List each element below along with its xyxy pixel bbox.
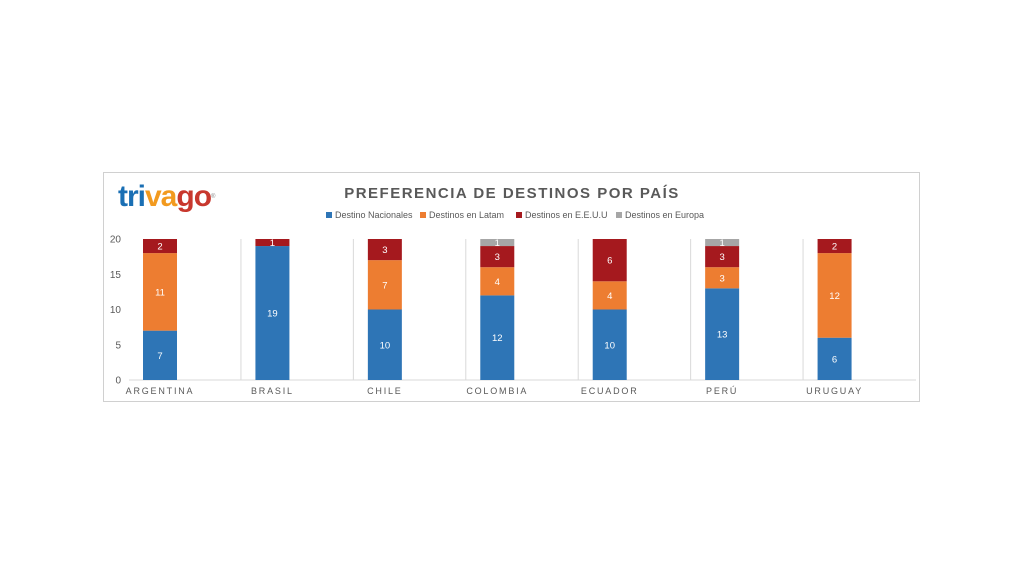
bar-segment: [480, 239, 515, 247]
bar-segment: [255, 246, 290, 380]
bar-segment: [143, 253, 177, 331]
data-label: 2: [832, 242, 837, 253]
data-label: 1: [719, 238, 724, 249]
x-tick-label: CHILE: [367, 386, 403, 396]
trivago-logo: trivago®: [118, 180, 216, 213]
data-label: 11: [155, 287, 165, 298]
data-label: 3: [719, 273, 724, 284]
legend-label: Destinos en Latam: [429, 210, 504, 220]
bar-segment: [143, 239, 177, 254]
data-label: 7: [157, 351, 162, 362]
bar-segment: [817, 239, 852, 254]
x-tick-label: ECUADOR: [581, 386, 639, 396]
data-label: 4: [607, 291, 612, 302]
data-label: 6: [832, 354, 837, 365]
x-tick-label: PERÚ: [706, 386, 738, 396]
bar-segment: [592, 239, 627, 282]
y-tick-label: 5: [115, 340, 121, 351]
legend-label: Destino Nacionales: [335, 210, 413, 220]
data-label: 19: [267, 309, 278, 320]
bar-segment: [480, 246, 515, 268]
data-label: 4: [495, 277, 500, 288]
data-label: 12: [829, 291, 840, 302]
data-label: 2: [157, 242, 162, 253]
y-tick-label: 15: [110, 270, 122, 281]
data-label: 1: [270, 238, 275, 249]
data-label: 12: [492, 333, 503, 344]
bar-segment: [817, 253, 852, 338]
data-label: 6: [607, 256, 612, 267]
data-label: 3: [495, 252, 500, 263]
data-label: 3: [719, 252, 724, 263]
data-label: 10: [604, 340, 615, 351]
bar-segment: [367, 260, 402, 310]
x-tick-label: BRASIL: [251, 386, 294, 396]
legend-swatch: [326, 212, 332, 218]
bar-segment: [143, 330, 177, 380]
bar-segment: [817, 337, 852, 380]
bar-segment: [255, 239, 290, 247]
bar-segment: [592, 281, 627, 310]
bar-segment: [480, 267, 515, 296]
legend-swatch: [420, 212, 426, 218]
y-tick-label: 20: [110, 235, 122, 246]
y-tick-label: 0: [115, 376, 121, 387]
chart-frame: trivago® PREFERENCIA DE DESTINOS POR PAÍ…: [103, 172, 920, 402]
data-label: 10: [380, 340, 391, 351]
x-tick-label: URUGUAY: [806, 386, 863, 396]
bar-segment: [367, 309, 402, 380]
bar-segment: [705, 288, 740, 380]
data-label: 13: [717, 330, 728, 341]
data-label: 1: [495, 238, 500, 249]
bar-segment: [705, 246, 740, 268]
data-label: 3: [382, 245, 387, 256]
bar-segment: [367, 239, 402, 261]
bar-segment: [592, 309, 627, 380]
data-label: 7: [382, 280, 387, 291]
y-tick-label: 10: [110, 305, 122, 316]
x-tick-label: ARGENTINA: [126, 386, 195, 396]
legend-swatch: [616, 212, 622, 218]
bar-segment: [705, 239, 740, 247]
legend-label: Destinos en E.E.U.U: [525, 210, 608, 220]
legend-swatch: [516, 212, 522, 218]
legend-label: Destinos en Europa: [625, 210, 704, 220]
x-tick-label: COLOMBIA: [466, 386, 528, 396]
bar-segment: [480, 295, 515, 380]
bar-segment: [705, 267, 740, 289]
chart-title: PREFERENCIA DE DESTINOS POR PAÍS: [344, 185, 680, 202]
stacked-bar-chart: PREFERENCIA DE DESTINOS POR PAÍS Destino …: [110, 185, 916, 396]
